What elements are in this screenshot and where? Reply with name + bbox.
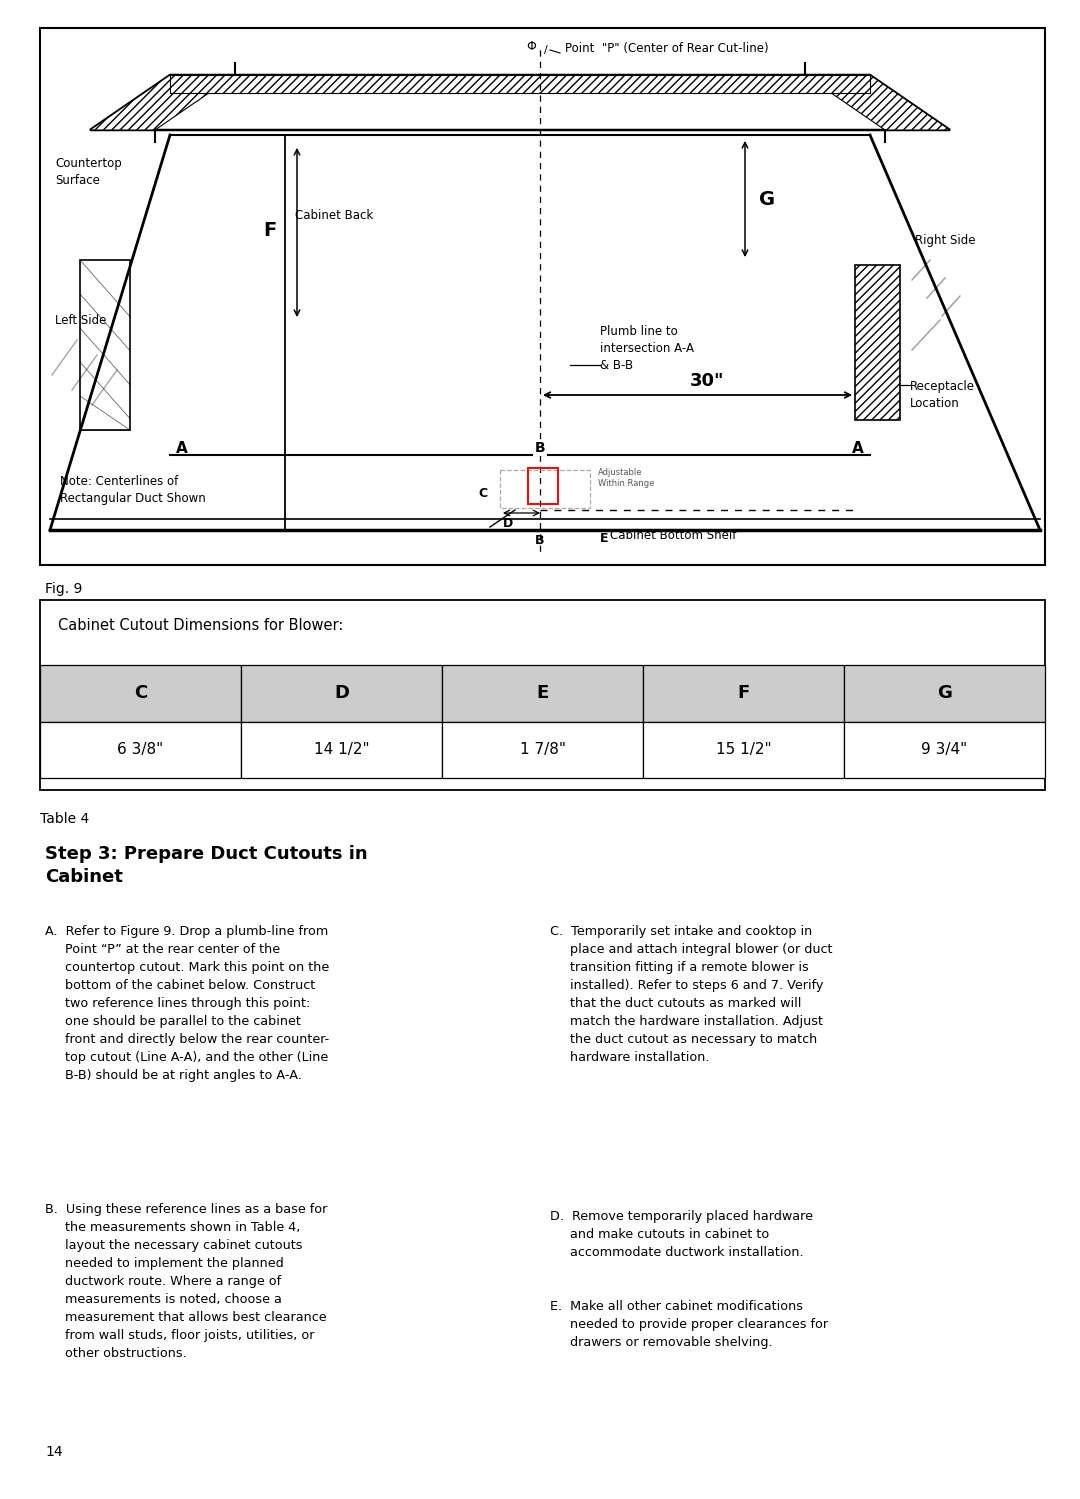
Bar xyxy=(855,265,900,420)
Text: D: D xyxy=(334,684,349,702)
Text: /: / xyxy=(544,45,548,55)
Polygon shape xyxy=(170,75,870,93)
Bar xyxy=(40,28,1045,565)
Text: 30": 30" xyxy=(690,372,725,390)
Text: Step 3: Prepare Duct Cutouts in
Cabinet: Step 3: Prepare Duct Cutouts in Cabinet xyxy=(45,845,367,886)
Text: 14: 14 xyxy=(45,1445,63,1459)
Text: Point  "P" (Center of Rear Cut-line): Point "P" (Center of Rear Cut-line) xyxy=(565,42,769,54)
Text: D: D xyxy=(503,517,513,529)
Text: G: G xyxy=(759,189,775,208)
Bar xyxy=(80,259,130,430)
Text: $\mathsf{\Phi}$: $\mathsf{\Phi}$ xyxy=(526,39,538,52)
Text: A.  Refer to Figure 9. Drop a plumb-line from
     Point “P” at the rear center : A. Refer to Figure 9. Drop a plumb-line … xyxy=(45,925,329,1082)
Bar xyxy=(643,721,843,778)
Text: B.  Using these reference lines as a base for
     the measurements shown in Tab: B. Using these reference lines as a base… xyxy=(45,1204,327,1360)
Bar xyxy=(241,666,442,721)
Text: G: G xyxy=(937,684,951,702)
Text: C.  Temporarily set intake and cooktop in
     place and attach integral blower : C. Temporarily set intake and cooktop in… xyxy=(550,925,833,1064)
Polygon shape xyxy=(90,75,235,130)
Bar xyxy=(40,666,241,721)
Text: B: B xyxy=(536,534,544,547)
Text: A: A xyxy=(176,441,188,456)
Bar xyxy=(241,721,442,778)
Text: 9 3/4": 9 3/4" xyxy=(921,742,968,757)
Bar xyxy=(528,468,558,504)
Bar xyxy=(40,600,1045,790)
Text: 14 1/2": 14 1/2" xyxy=(313,742,369,757)
Text: Right Side: Right Side xyxy=(915,234,975,246)
Text: 1 7/8": 1 7/8" xyxy=(519,742,566,757)
Text: B: B xyxy=(535,441,545,456)
Text: Cabinet Back: Cabinet Back xyxy=(295,208,374,222)
Text: E: E xyxy=(600,532,608,544)
Text: Receptacle
Location: Receptacle Location xyxy=(910,381,975,411)
Bar xyxy=(643,666,843,721)
Text: Cabinet Cutout Dimensions for Blower:: Cabinet Cutout Dimensions for Blower: xyxy=(58,618,343,633)
Bar xyxy=(442,721,643,778)
Text: Countertop
Surface: Countertop Surface xyxy=(55,157,122,187)
Text: Table 4: Table 4 xyxy=(40,812,90,826)
Bar xyxy=(500,471,590,508)
Bar xyxy=(40,721,241,778)
Text: E: E xyxy=(537,684,549,702)
Bar xyxy=(843,666,1045,721)
Polygon shape xyxy=(805,75,950,130)
Text: 15 1/2": 15 1/2" xyxy=(716,742,771,757)
Text: Cabinet Bottom Shelf: Cabinet Bottom Shelf xyxy=(610,529,737,541)
Text: Fig. 9: Fig. 9 xyxy=(45,582,82,597)
Text: A: A xyxy=(852,441,864,456)
Text: D.  Remove temporarily placed hardware
     and make cutouts in cabinet to
     : D. Remove temporarily placed hardware an… xyxy=(550,1210,813,1259)
Text: Adjustable
Within Range: Adjustable Within Range xyxy=(598,468,654,489)
Text: 6 3/8": 6 3/8" xyxy=(118,742,164,757)
Text: F: F xyxy=(264,220,276,240)
Text: C: C xyxy=(134,684,147,702)
Text: Note: Centerlines of
Rectangular Duct Shown: Note: Centerlines of Rectangular Duct Sh… xyxy=(60,475,206,505)
Bar xyxy=(442,666,643,721)
Text: C: C xyxy=(478,487,487,499)
Text: Left Side: Left Side xyxy=(55,313,106,327)
Text: E.  Make all other cabinet modifications
     needed to provide proper clearance: E. Make all other cabinet modifications … xyxy=(550,1300,828,1349)
Bar xyxy=(843,721,1045,778)
Text: Plumb line to
intersection A-A
& B-B: Plumb line to intersection A-A & B-B xyxy=(600,324,694,372)
Text: F: F xyxy=(738,684,750,702)
